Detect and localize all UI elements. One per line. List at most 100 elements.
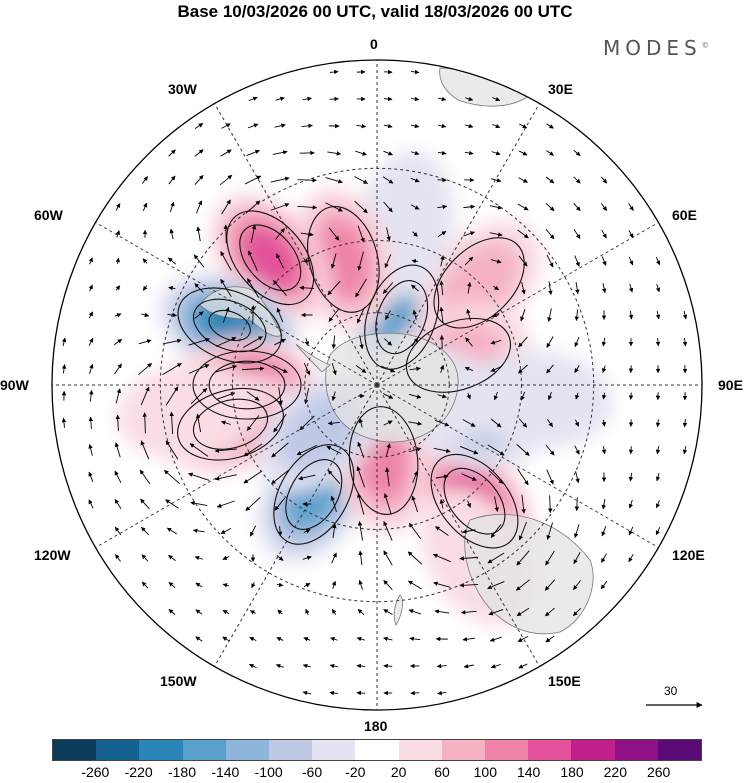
wind-vector (245, 497, 261, 511)
wind-vector (303, 529, 311, 534)
colorbar-swatch (398, 740, 442, 760)
wind-vector (410, 204, 420, 210)
wind-vector (302, 555, 312, 561)
wind-vector (162, 338, 182, 345)
wind-vector (276, 307, 284, 323)
wind-vector (274, 338, 287, 346)
wind-vector (517, 229, 529, 239)
lon-label-180: 180 (364, 718, 388, 734)
wind-vector (492, 312, 500, 318)
colorbar-swatch (614, 740, 658, 760)
wind-vector (88, 471, 94, 483)
wind-vector (682, 310, 688, 320)
wind-vector (545, 176, 555, 184)
lon-label-150w: 150W (160, 673, 197, 689)
wind-vector (410, 177, 420, 183)
wind-vector (355, 365, 367, 373)
contour-loop (443, 467, 506, 535)
wind-vector (439, 280, 444, 296)
wind-vector (326, 445, 342, 455)
meridian-line (95, 222, 378, 386)
wind-vector (574, 524, 580, 539)
antarctic-peninsula (295, 343, 331, 373)
wind-vector (355, 278, 367, 298)
wind-vector (115, 257, 121, 265)
wind-vector (490, 339, 502, 345)
wind-vector (246, 391, 260, 401)
wind-vector (276, 253, 284, 269)
wind-vector (354, 200, 368, 214)
wind-vector (247, 278, 259, 298)
wind-vector (490, 418, 502, 428)
wind-vector (302, 663, 311, 669)
wind-vector (575, 392, 580, 400)
wind-vector (168, 285, 176, 291)
wind-vector (600, 176, 608, 184)
wind-vector (248, 96, 258, 102)
wind-vector (438, 123, 447, 129)
wind-vector (487, 444, 505, 456)
colorbar-tick-label: -20 (345, 764, 366, 780)
wind-vector (412, 470, 418, 484)
wind-vector (517, 635, 529, 643)
wind-vector (249, 610, 256, 615)
wind-vector (628, 256, 634, 266)
colorbar-swatch (441, 740, 486, 760)
wind-vector (574, 309, 580, 322)
wind-vector (140, 440, 150, 460)
wind-vector (520, 391, 526, 401)
wind-vector (248, 250, 258, 272)
wind-vector (222, 609, 230, 615)
wind-vector (331, 363, 337, 376)
wind-vector (545, 550, 555, 566)
wind-vector (383, 636, 393, 642)
wind-vector (215, 337, 237, 347)
wind-vector (195, 636, 203, 642)
lon-label-60e: 60E (672, 207, 697, 223)
wind-vector (274, 123, 286, 128)
wind-vector (142, 258, 148, 264)
wind-vector (249, 525, 257, 537)
anomaly-contour-group (348, 406, 419, 515)
wind-vector (188, 364, 210, 374)
wind-vector (189, 443, 209, 457)
wind-vector (383, 520, 393, 541)
wind-vector (410, 69, 420, 75)
wind-vector (409, 636, 421, 642)
wind-vector (195, 582, 203, 588)
wind-vector (114, 470, 122, 484)
contour-loop (192, 350, 302, 420)
wind-vector (546, 123, 554, 129)
wind-vector (114, 363, 122, 375)
wind-vector (407, 551, 423, 565)
wind-vector (519, 123, 528, 129)
wind-vector (491, 150, 501, 156)
wind-vector (411, 284, 419, 292)
wind-vector (574, 419, 579, 427)
wind-vector (546, 336, 554, 348)
antarctica (325, 332, 459, 443)
lon-label-30e: 30E (548, 81, 573, 97)
reference-vector-label: 30 (664, 684, 678, 698)
wind-vector (467, 281, 472, 294)
wind-vector (412, 231, 418, 237)
wind-vector (516, 550, 530, 566)
wind-vector (682, 445, 688, 455)
wind-vector (249, 636, 257, 642)
wind-vector (325, 177, 343, 184)
wind-vector (328, 227, 340, 241)
colorbar-swatch (53, 740, 97, 760)
wind-vector (88, 499, 94, 509)
wind-vector (487, 552, 505, 564)
wind-vector (385, 443, 391, 457)
lon-label-0: 0 (370, 36, 378, 52)
contour-loop (348, 406, 419, 515)
wind-vector (655, 419, 661, 428)
wind-vector (88, 311, 94, 319)
wind-vector (461, 473, 477, 481)
wind-vector (115, 388, 122, 404)
wind-vector (88, 389, 94, 402)
wind-vector (383, 420, 393, 426)
wind-vector (382, 176, 394, 184)
anomaly-shade (242, 228, 298, 288)
